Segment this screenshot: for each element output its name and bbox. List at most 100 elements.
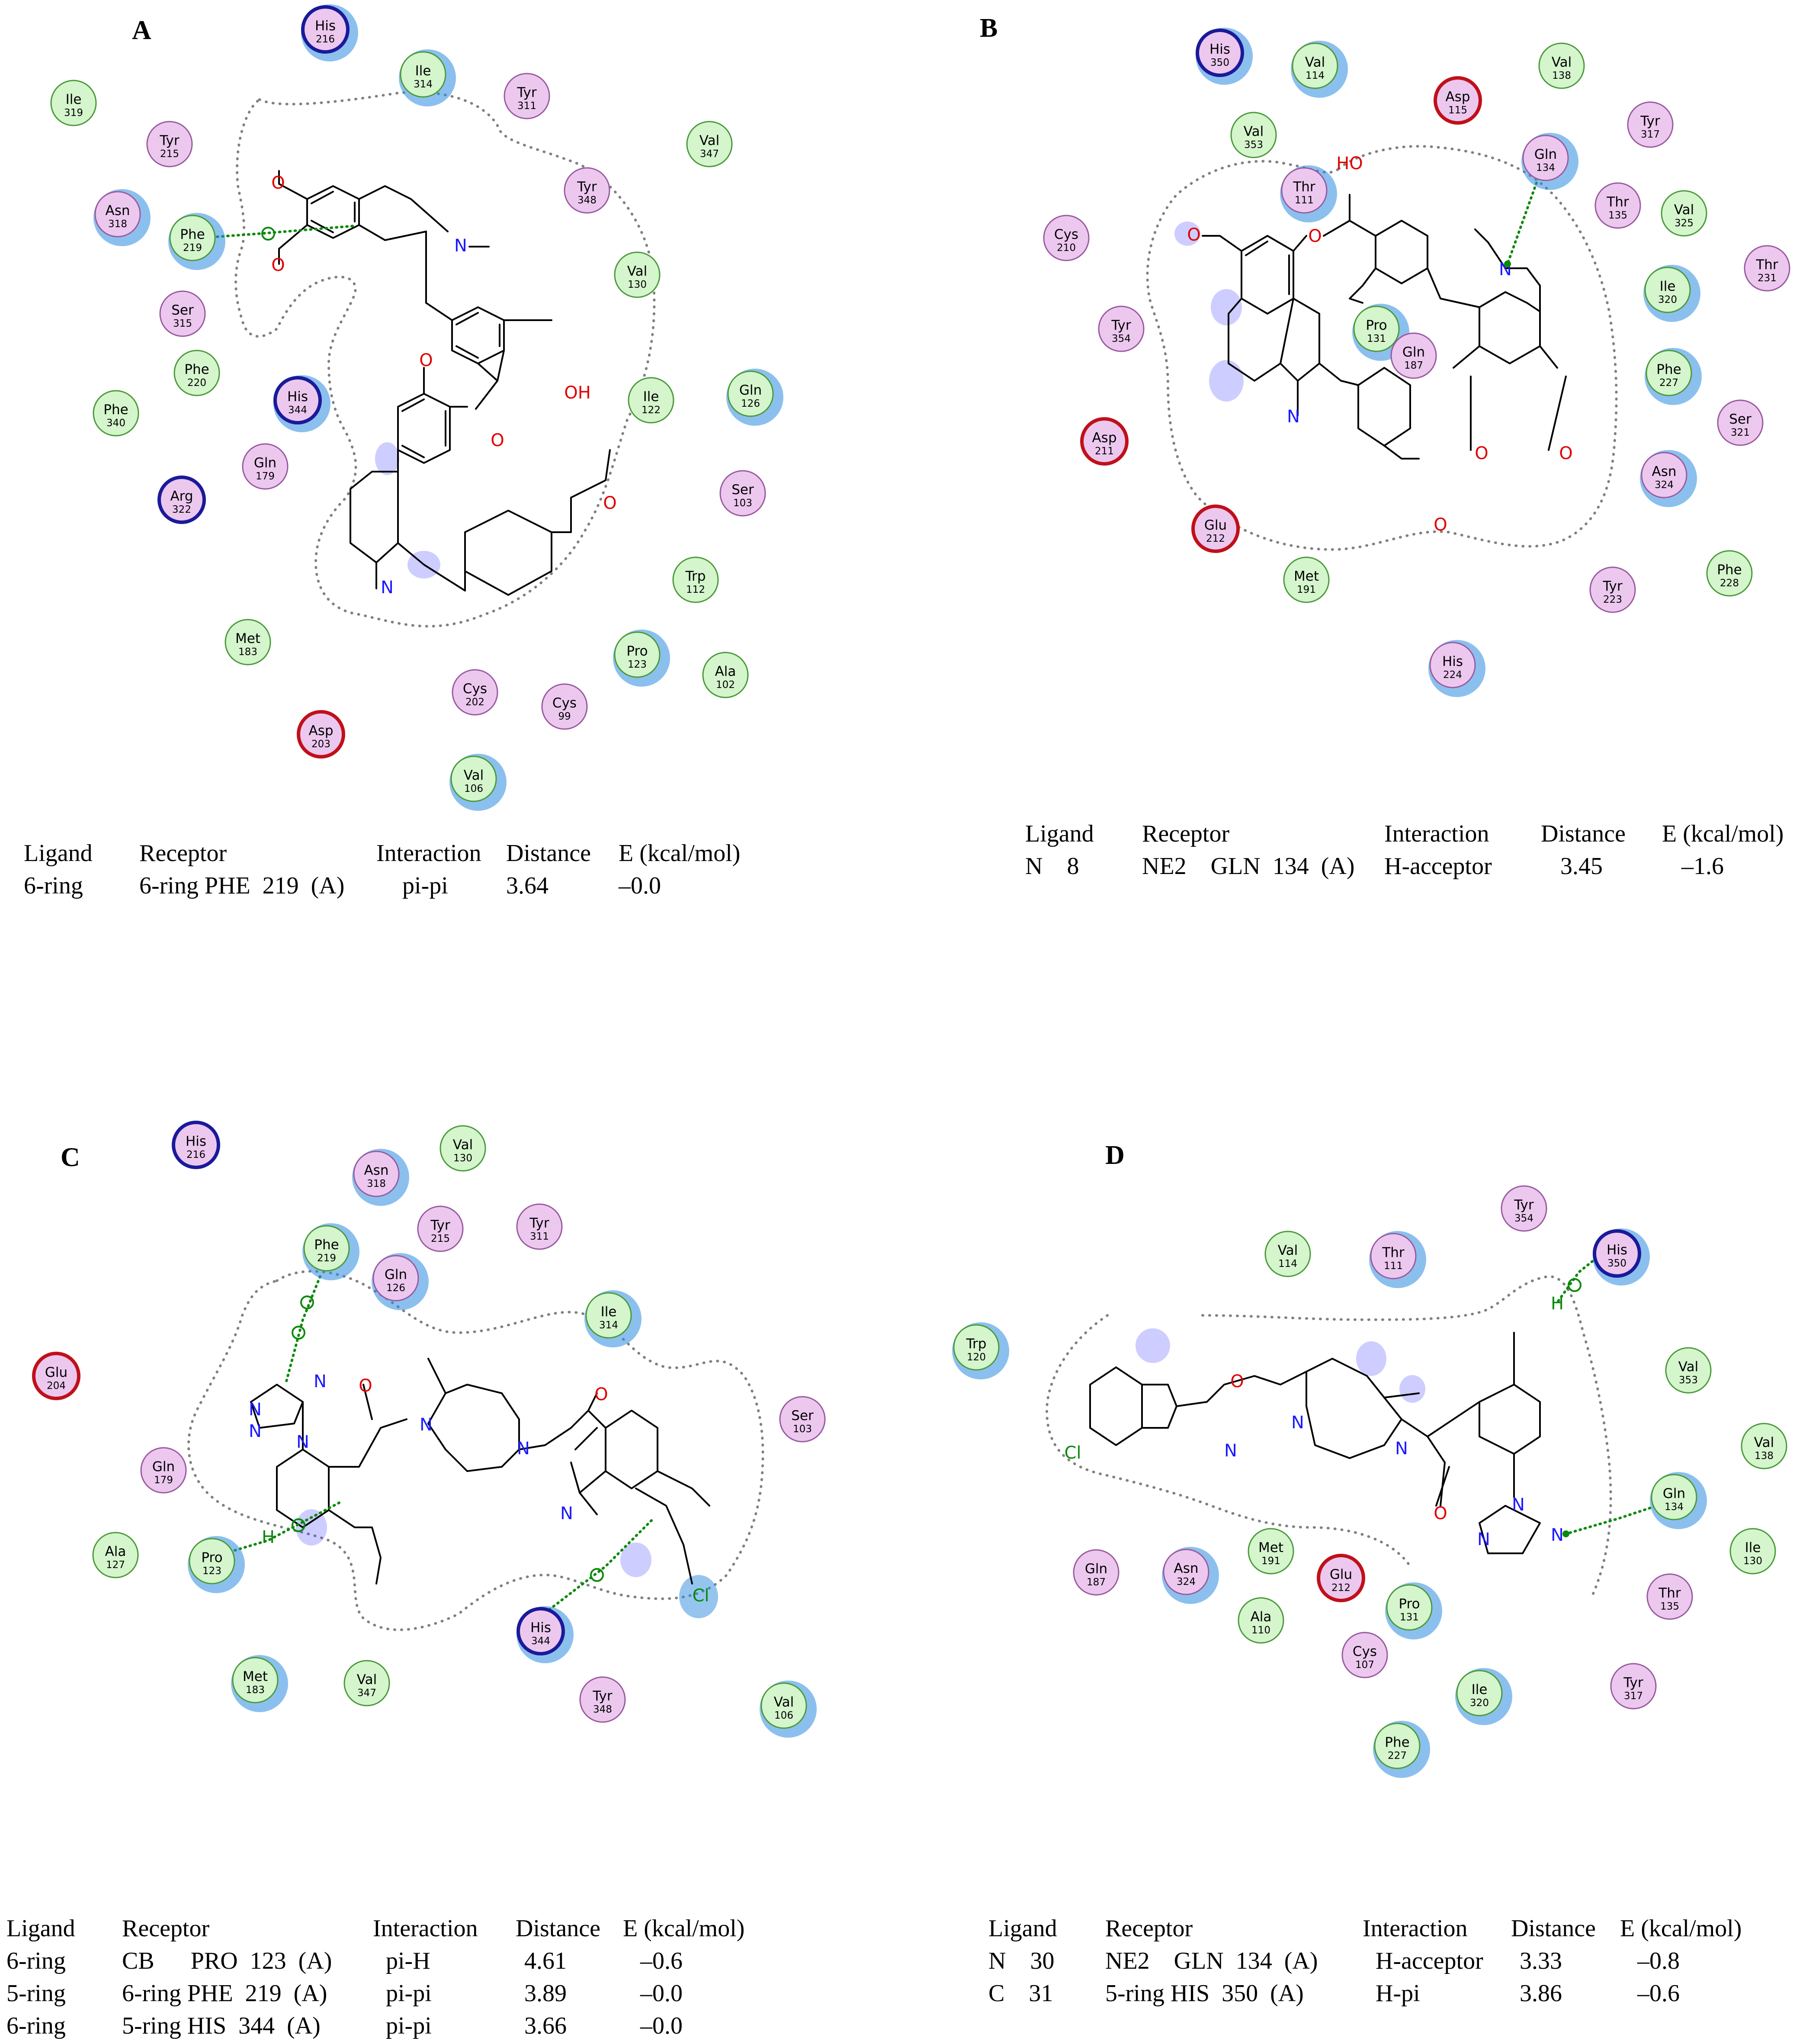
residue-number: 120 xyxy=(967,1352,986,1363)
residue-disc xyxy=(353,1151,400,1197)
residue-name: Pro xyxy=(1366,318,1387,333)
atom-oh-a: OH xyxy=(564,383,591,403)
residue-number: 212 xyxy=(1206,533,1225,544)
residue-number: 187 xyxy=(1087,1577,1106,1588)
residues-d: Tyr354His350Val114Thr111Trp120Val353Val1… xyxy=(952,1185,1787,1778)
residue-number: 111 xyxy=(1384,1260,1403,1272)
residue-number: 325 xyxy=(1674,218,1694,229)
table-cell: 6-ring xyxy=(6,1948,66,1974)
residue-name: Ser xyxy=(731,482,754,498)
ligand-a: N O O OH O O O N xyxy=(271,170,617,598)
residue-number: 126 xyxy=(741,398,760,409)
table-header-interaction: Interaction xyxy=(373,1915,478,1942)
table-cell: 3.33 xyxy=(1520,1948,1562,1974)
residue-disc xyxy=(439,1125,486,1172)
residue-disc xyxy=(1353,305,1400,352)
residue-number: 215 xyxy=(160,148,179,160)
residue-number: 223 xyxy=(1603,594,1622,605)
residue-number: 191 xyxy=(1297,584,1316,595)
table-cell: 5-ring xyxy=(6,1980,66,2007)
residue-disc xyxy=(400,51,446,98)
residue-name: Val xyxy=(464,768,484,783)
residue-number: 350 xyxy=(1607,1258,1626,1269)
residue-number: 224 xyxy=(1443,669,1462,681)
residue-disc xyxy=(173,350,220,396)
residue-name: Val xyxy=(453,1137,473,1153)
residue-name: Phe xyxy=(314,1237,339,1253)
residue-number: 321 xyxy=(1731,427,1750,438)
residue-name: Phe xyxy=(1656,362,1681,377)
interaction-lines-c: H xyxy=(224,1275,654,1611)
table-cell: –1.6 xyxy=(1681,853,1724,880)
residue-number: 134 xyxy=(1536,162,1555,174)
atom-n-c4: N xyxy=(296,1432,309,1452)
table-cell: N 30 xyxy=(988,1948,1054,1974)
atom-n-d1: N xyxy=(1224,1441,1237,1461)
residue-name: Ile xyxy=(1745,1540,1761,1555)
residue-disc xyxy=(719,470,766,517)
residue-name: Val xyxy=(627,264,647,279)
residue-number: 131 xyxy=(1367,333,1386,344)
residue-number: 114 xyxy=(1278,1258,1297,1269)
residue-name: Ala xyxy=(105,1544,126,1559)
residue-number: 216 xyxy=(316,34,335,45)
atom-n-a2: N xyxy=(381,578,394,598)
pocket-contour-a xyxy=(234,91,656,628)
residue-disc xyxy=(1292,42,1338,89)
residue-disc xyxy=(1456,1670,1503,1716)
table-header-ligand: Ligand xyxy=(1025,820,1094,847)
atom-n-c7: N xyxy=(560,1504,573,1523)
residue-number: 112 xyxy=(686,584,705,595)
residue-disc xyxy=(189,1538,235,1584)
table-cell: 3.64 xyxy=(506,872,549,899)
table-cell: pi-pi xyxy=(386,2012,432,2039)
residue-number: 187 xyxy=(1404,360,1423,371)
residue-number: 231 xyxy=(1758,273,1777,284)
interaction-line-b xyxy=(1504,172,1541,267)
atom-n-d3: N xyxy=(1395,1439,1408,1459)
residue-number: 314 xyxy=(599,1320,618,1331)
residue-name: Phe xyxy=(184,362,209,377)
table-header-receptor: Receptor xyxy=(1105,1915,1193,1942)
residue-disc xyxy=(1627,101,1674,148)
residue-number: 216 xyxy=(186,1149,205,1160)
table-cell: CB PRO 123 (A) xyxy=(122,1948,332,1974)
residue-name: Tyr xyxy=(159,133,179,148)
residue-number: 318 xyxy=(108,219,127,230)
residue-disc xyxy=(628,377,674,424)
atom-n-c3: N xyxy=(249,1421,262,1441)
atom-o-a4: O xyxy=(491,431,504,450)
residue-name: Val xyxy=(1552,55,1572,70)
atom-o-d2: O xyxy=(1434,1504,1447,1523)
table-header-ligand: Ligand xyxy=(24,840,93,867)
atom-o-b3: O xyxy=(1434,515,1447,535)
residue-name: Tyr xyxy=(516,85,536,100)
residue-name: His xyxy=(186,1134,206,1149)
residue-name: Met xyxy=(1294,569,1319,584)
residue-disc xyxy=(686,121,733,167)
residue-name: Val xyxy=(699,133,719,148)
residue-name: Tyr xyxy=(592,1688,612,1704)
table-header-e-kcal-mol: E (kcal/mol) xyxy=(623,1915,744,1942)
table-cell: 5-ring HIS 350 (A) xyxy=(1105,1980,1304,2007)
residue-disc xyxy=(301,5,350,54)
residue-number: 204 xyxy=(47,1380,66,1392)
panel-letter-a: A xyxy=(132,16,151,45)
table-header-e-kcal-mol: E (kcal/mol) xyxy=(1620,1915,1742,1942)
residue-number: 135 xyxy=(1608,210,1627,221)
